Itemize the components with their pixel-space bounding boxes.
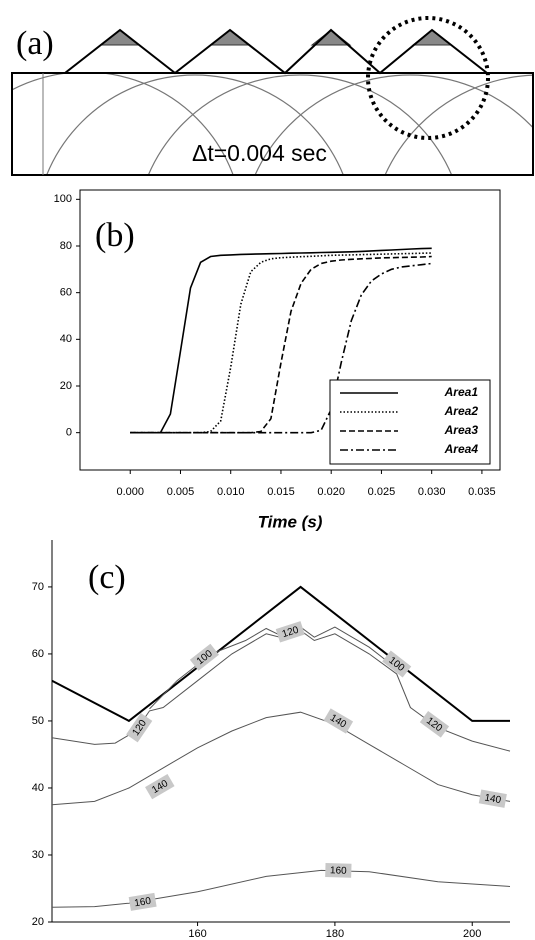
contour-label: 140: [323, 708, 354, 734]
annotation: Δt=0.004 sec: [192, 140, 327, 166]
highlight-circle: [366, 16, 490, 140]
contour-label-bg: [419, 710, 450, 738]
x-tick-label: 200: [463, 928, 481, 940]
contour-label: 160: [128, 892, 157, 911]
contour-label-bg: [128, 892, 157, 911]
y-tick-label: 60: [32, 648, 44, 660]
x-tick-label: 0.010: [217, 486, 245, 498]
panel-label: (a): [16, 25, 54, 62]
contour-line: [51, 711, 511, 806]
data-line: [130, 247, 432, 434]
y-tick-label: 40: [32, 782, 44, 794]
data-line: [130, 262, 432, 434]
contour-label: 160: [325, 863, 352, 878]
y-tick-label: 0: [66, 427, 72, 439]
contour-label: 120: [419, 710, 450, 738]
panel-label: (b): [95, 217, 135, 254]
y-tick-label: 40: [60, 333, 72, 345]
contour-label-bg: [478, 789, 507, 808]
y-tick-label: 30: [32, 849, 44, 861]
contour-line: [149, 626, 404, 710]
x-tick-label: 0.000: [116, 486, 144, 498]
tooth-tips: [99, 29, 453, 46]
domain-box: [11, 72, 534, 176]
x-tick-label: 0.035: [468, 486, 496, 498]
contour-label-bg: [126, 712, 153, 743]
panel-b: 0 20 40 60 80 100 0.000 0.005 0.010 0.015 0.020 0.0…: [54, 189, 501, 531]
contour-label-text: 160: [134, 896, 153, 910]
y-tick-label: 80: [60, 240, 72, 252]
contour-label-text: 120: [281, 624, 301, 640]
contour-label-bg: [275, 621, 305, 643]
wave-fronts: [12, 73, 533, 175]
contour-label-text: 140: [484, 792, 503, 806]
x-tick-label: 0.030: [418, 486, 446, 498]
y-tick-label: 20: [60, 380, 72, 392]
x-tick-label: 160: [188, 928, 206, 940]
x-tick-label: 0.025: [368, 486, 396, 498]
contour-label: 140: [478, 789, 507, 808]
contour-label-bg: [189, 643, 219, 671]
legend-label: Area2: [444, 404, 479, 418]
contour-label-bg: [325, 863, 352, 878]
y-tick-label: 20: [32, 916, 44, 928]
x-tick-label: 0.005: [167, 486, 195, 498]
panel-a: (a) Δt=0.004 sec: [11, 16, 534, 176]
panel-label: (c): [88, 559, 126, 596]
x-axis-title: Time (s): [258, 512, 323, 531]
contour-label: 120: [275, 621, 305, 643]
contour-label-text: 160: [330, 865, 347, 876]
x-tick-label: 0.020: [317, 486, 345, 498]
contour-label-bg: [382, 650, 412, 678]
contour-label-bg: [145, 774, 175, 800]
y-tick-label: 60: [60, 287, 72, 299]
plot-frame: [79, 189, 501, 471]
contour-label: 140: [145, 774, 175, 800]
contour-line: [51, 585, 510, 723]
x-tick-label: 180: [326, 928, 344, 940]
y-tick-label: 70: [32, 581, 44, 593]
legend-label: Area1: [444, 385, 479, 399]
contour-label: 120: [126, 712, 153, 743]
contour-line: [51, 869, 511, 908]
y-tick-label: 100: [54, 193, 72, 205]
y-tick-label: 50: [32, 715, 44, 727]
contour-label-bg: [323, 708, 354, 734]
legend-label: Area3: [444, 423, 479, 437]
x-tick-label: 0.015: [267, 486, 295, 498]
surface: [12, 28, 533, 75]
legend-label: Area4: [444, 442, 479, 456]
